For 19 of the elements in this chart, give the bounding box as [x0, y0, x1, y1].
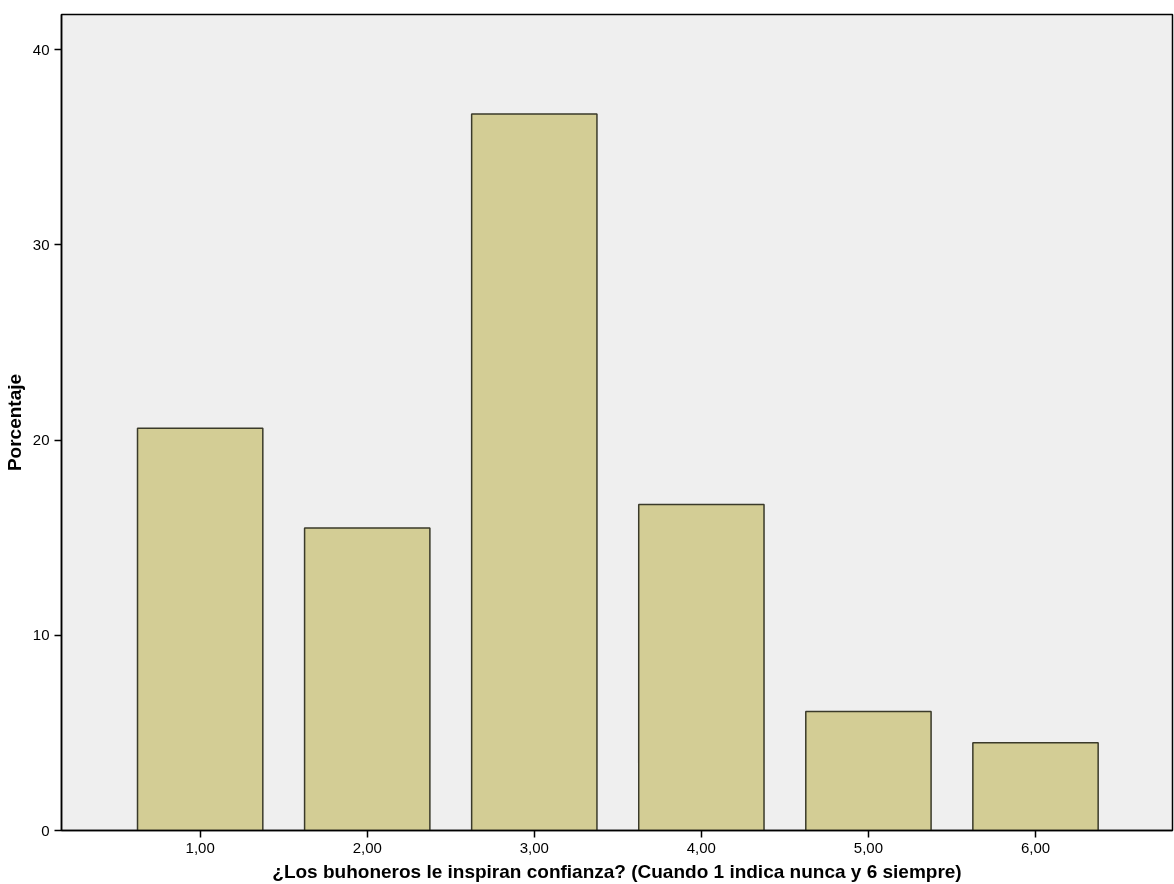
y-tick-label: 20	[32, 431, 50, 449]
bar	[470, 113, 598, 831]
x-tick-label: 4,00	[686, 838, 716, 856]
x-tick-label: 2,00	[352, 838, 382, 856]
x-tick-label: 5,00	[853, 838, 884, 856]
bar	[805, 710, 932, 831]
x-tick-label: 1,00	[185, 838, 215, 856]
bar	[136, 427, 264, 831]
bar	[972, 741, 1099, 831]
x-tick-label: 3,00	[519, 838, 549, 856]
x-tick-label: 6,00	[1020, 838, 1051, 856]
y-tick-label: 30	[32, 235, 50, 253]
y-axis-title: Porcentaje	[3, 373, 25, 472]
y-tick-label: 10	[32, 626, 50, 644]
bar	[303, 527, 431, 831]
bar	[637, 503, 765, 831]
x-axis-title: ¿Los buhoneros le inspiran confianza? (Cuando 1 indica nunca y 6 siempre)	[272, 860, 962, 882]
y-tick-label: 0	[41, 821, 50, 839]
y-tick-label: 40	[32, 40, 50, 58]
